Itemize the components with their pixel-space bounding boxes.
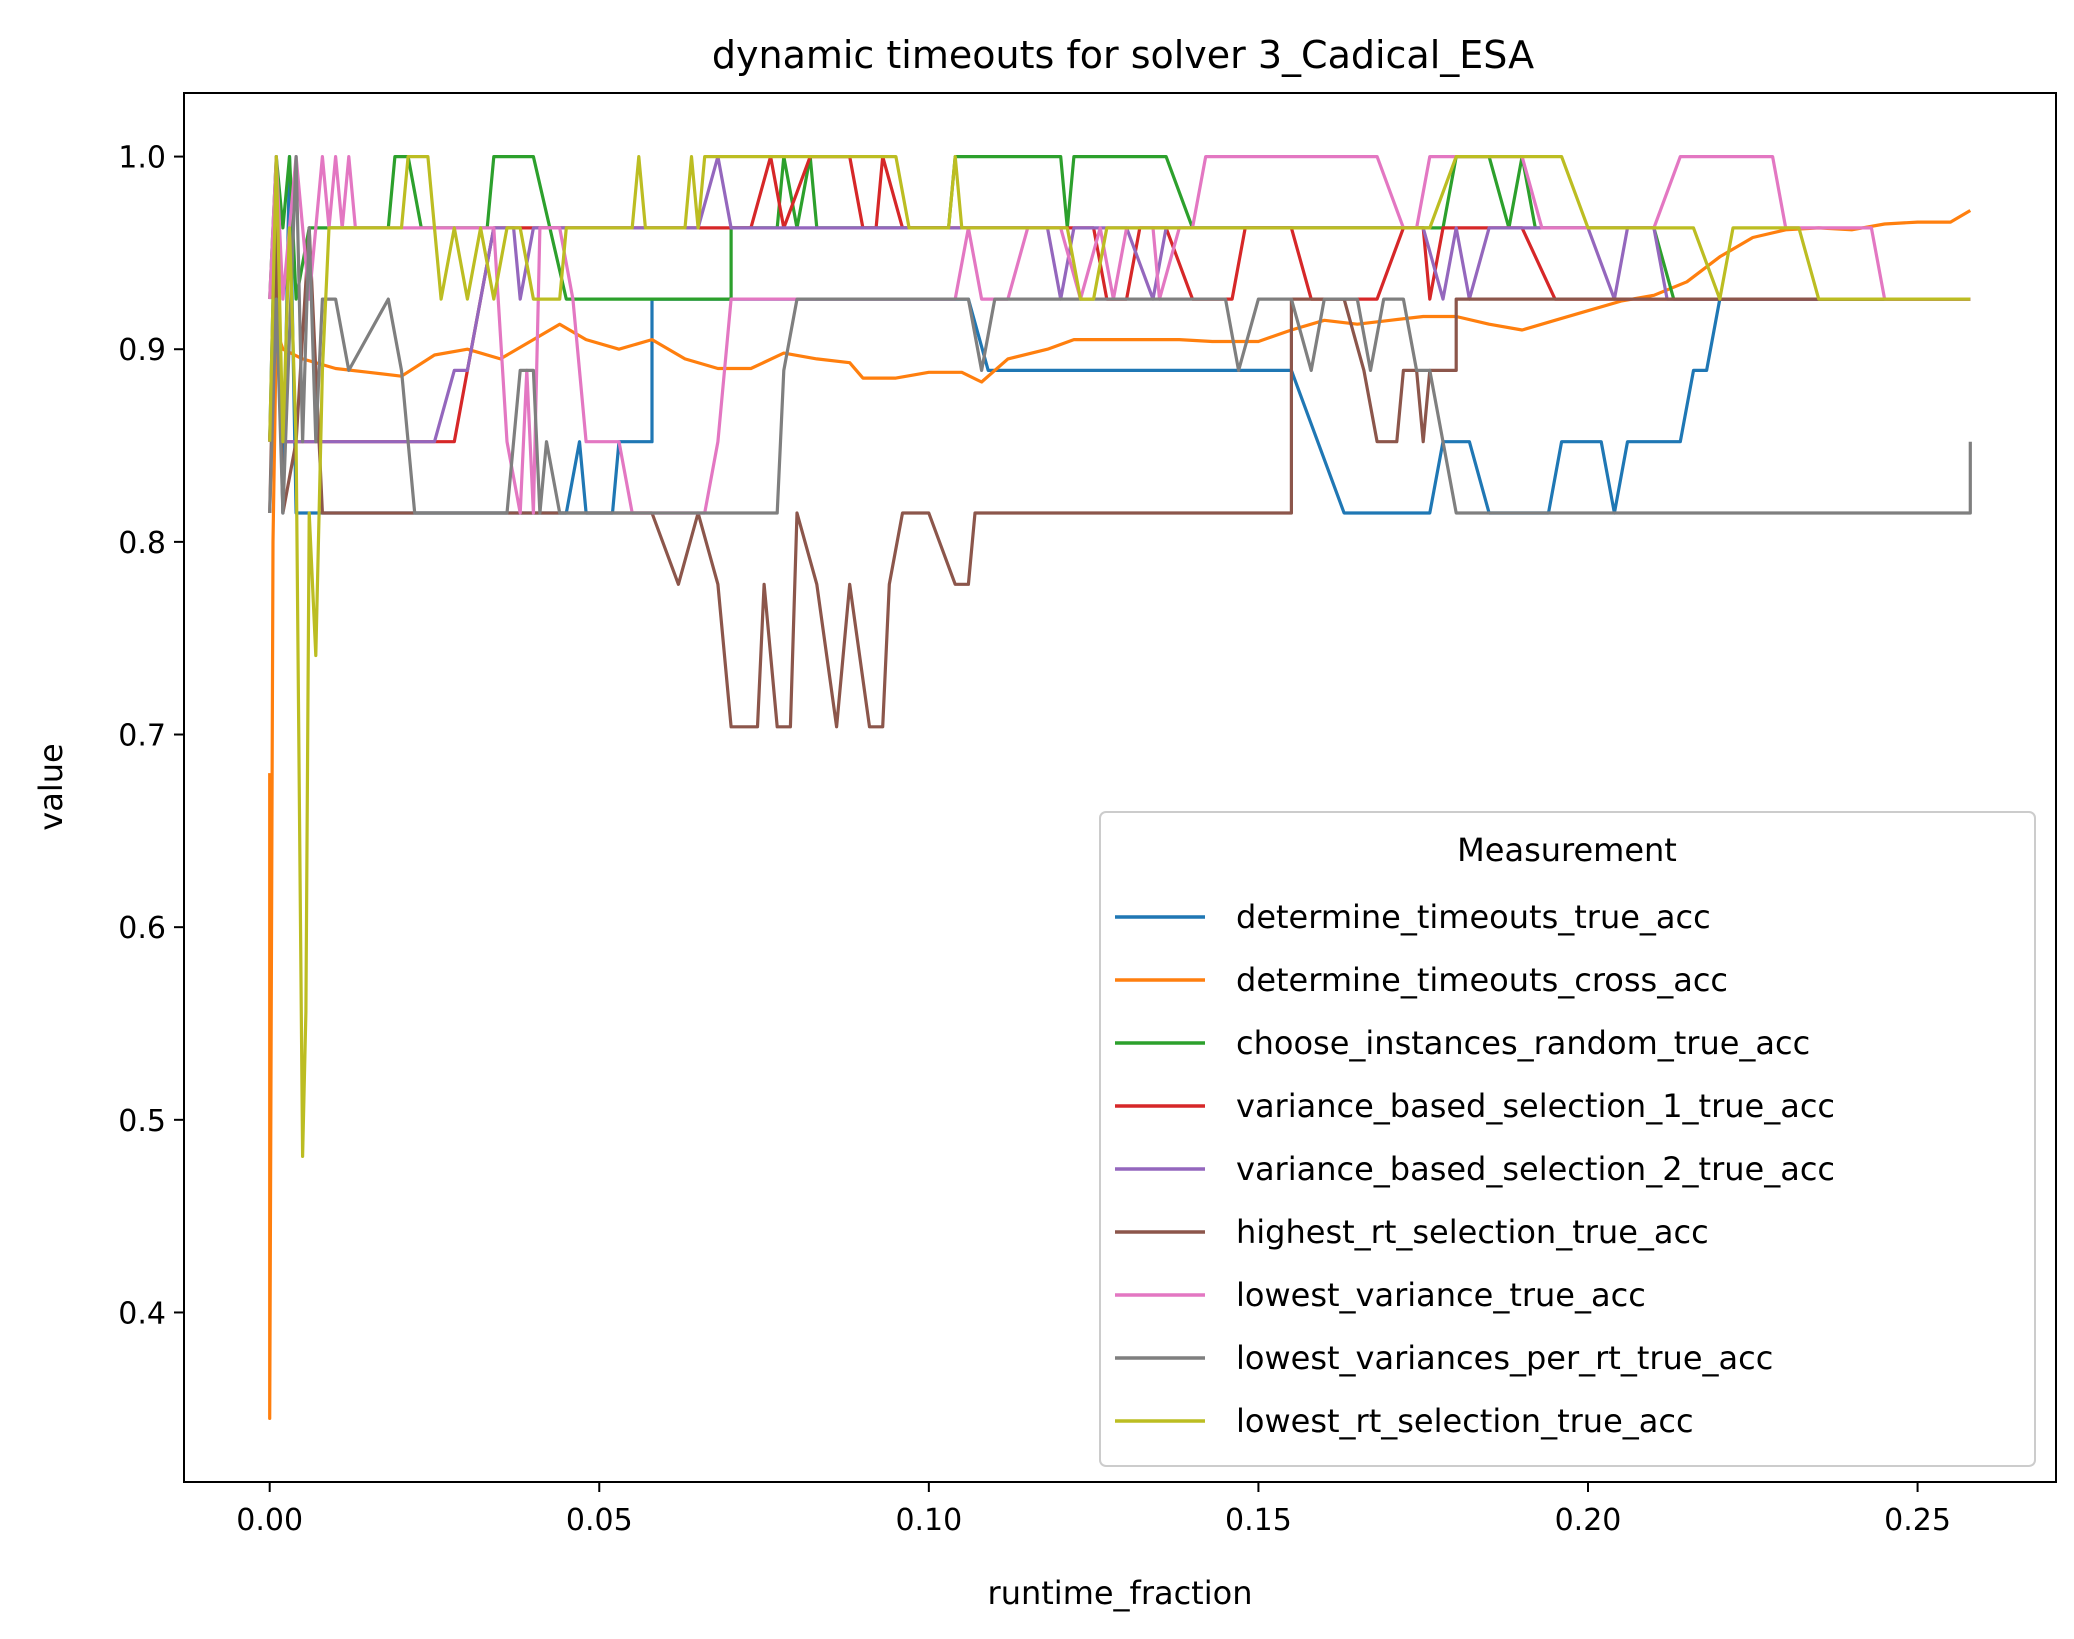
- y-tick-label: 0.8: [118, 526, 166, 561]
- legend-label: variance_based_selection_2_true_acc: [1236, 1150, 1835, 1188]
- x-tick-label: 0.25: [1884, 1503, 1951, 1538]
- legend: Measurement determine_timeouts_true_accd…: [1099, 811, 2036, 1467]
- legend-label: determine_timeouts_true_acc: [1236, 898, 1711, 936]
- chart-title: dynamic timeouts for solver 3_Cadical_ES…: [712, 33, 1534, 77]
- series-line-variance_based_selection_2_true_acc: [268, 155, 1971, 444]
- series-layer: [268, 155, 1972, 1420]
- y-tick-label: 0.6: [118, 911, 166, 946]
- y-tick-label: 1.0: [118, 141, 166, 176]
- y-tick-label: 0.4: [118, 1296, 166, 1331]
- legend-label: variance_based_selection_1_true_acc: [1236, 1087, 1835, 1125]
- y-tick-label: 0.5: [118, 1104, 166, 1139]
- x-tick-label: 0.10: [895, 1503, 962, 1538]
- legend-label: highest_rt_selection_true_acc: [1236, 1213, 1709, 1251]
- y-axis: 0.4 0.5 0.6 0.7 0.8 0.9 1.0: [118, 141, 184, 1331]
- x-tick-label: 0.00: [236, 1503, 303, 1538]
- legend-label: lowest_variance_true_acc: [1236, 1276, 1646, 1314]
- legend-label: determine_timeouts_cross_acc: [1236, 961, 1728, 999]
- x-axis-label: runtime_fraction: [988, 1574, 1253, 1612]
- x-axis: 0.00 0.05 0.10 0.15 0.20 0.25: [236, 1482, 1951, 1538]
- series-line-lowest_rt_selection_true_acc: [268, 155, 1971, 1158]
- x-tick-label: 0.20: [1555, 1503, 1622, 1538]
- series-line-lowest_variances_per_rt_true_acc: [268, 155, 1972, 515]
- legend-box: [1099, 811, 2036, 1467]
- legend-label: lowest_variances_per_rt_true_acc: [1236, 1339, 1773, 1377]
- y-tick-label: 0.7: [118, 719, 166, 754]
- legend-label: choose_instances_random_true_acc: [1236, 1024, 1810, 1062]
- plot-area-frame: [183, 92, 2057, 1483]
- y-axis-label: value: [32, 743, 70, 830]
- x-tick-label: 0.15: [1225, 1503, 1292, 1538]
- legend-title: Measurement: [1457, 831, 1677, 869]
- legend-label: lowest_rt_selection_true_acc: [1236, 1402, 1694, 1440]
- series-line-highest_rt_selection_true_acc: [268, 226, 1971, 729]
- y-tick-label: 0.9: [118, 333, 166, 368]
- x-tick-label: 0.05: [566, 1503, 633, 1538]
